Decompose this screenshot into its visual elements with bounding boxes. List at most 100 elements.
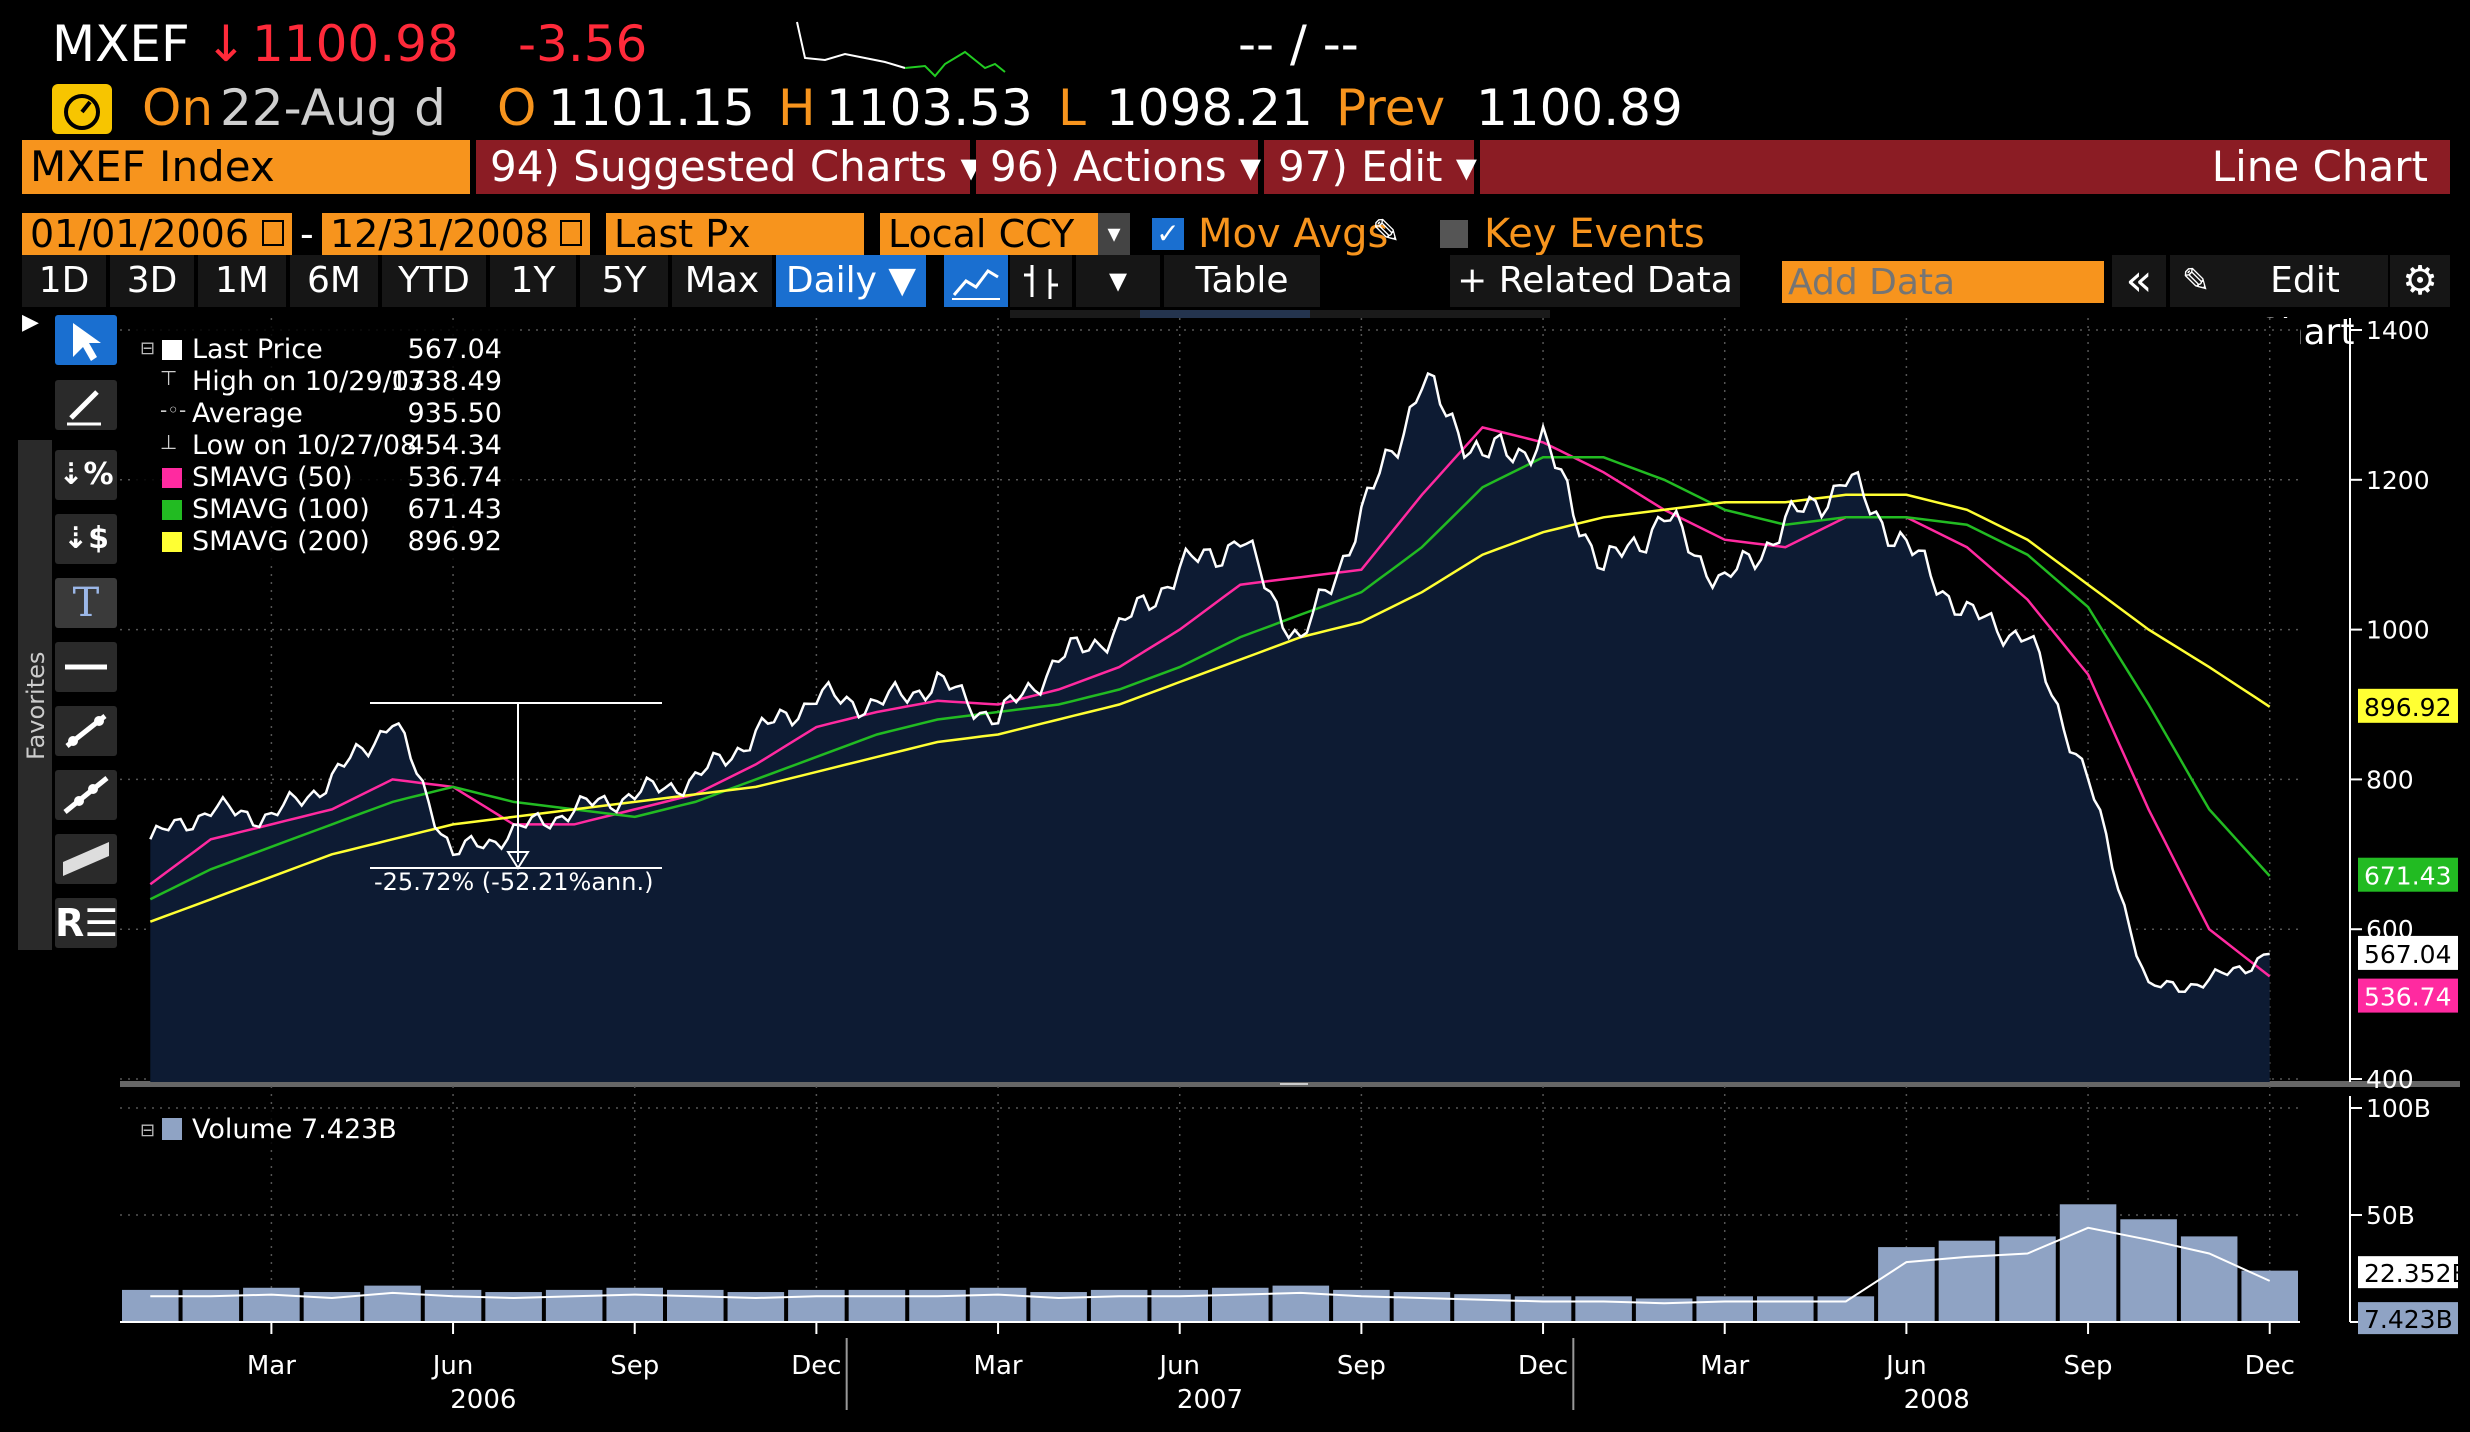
percent-change-tool-icon[interactable]: ⇣% bbox=[55, 450, 117, 500]
security-field[interactable]: MXEF Index bbox=[22, 140, 470, 194]
channel-icon[interactable] bbox=[55, 834, 117, 884]
actions-menu[interactable]: 96) Actions ▾ bbox=[976, 140, 1261, 194]
calendar-icon[interactable] bbox=[560, 220, 582, 246]
y-tick-label: 100B bbox=[2366, 1094, 2431, 1123]
start-date-field[interactable]: 01/01/2006 bbox=[22, 213, 292, 255]
high-value: 1103.53 bbox=[826, 79, 1033, 137]
gear-icon[interactable]: ⚙ bbox=[2390, 255, 2450, 307]
x-tick-label: Dec bbox=[791, 1351, 841, 1381]
legend-swatch bbox=[162, 340, 182, 360]
price-tag-label: 896.92 bbox=[2364, 693, 2451, 722]
price-tag-label: 567.04 bbox=[2364, 940, 2451, 969]
line-chart-icon[interactable] bbox=[944, 255, 1008, 307]
edit-menu[interactable]: 97) Edit ▾ bbox=[1264, 140, 1477, 194]
text-tool-icon[interactable]: T bbox=[55, 578, 117, 628]
mov-avgs-checkbox[interactable]: ✓ bbox=[1152, 218, 1184, 250]
volume-bar bbox=[1999, 1236, 2056, 1322]
y-tick-label: 50B bbox=[2366, 1201, 2415, 1230]
draw-pen-icon[interactable] bbox=[55, 380, 117, 430]
alert-icon[interactable] bbox=[52, 84, 112, 134]
on-label: On bbox=[142, 79, 214, 137]
price-tag bbox=[2358, 978, 2458, 1013]
date-dash: - bbox=[300, 212, 314, 256]
frequency-selector[interactable]: Daily ▼ bbox=[776, 255, 926, 307]
price-change-tool-icon[interactable]: ⇣$ bbox=[55, 514, 117, 564]
legend-label: Last Price bbox=[192, 334, 323, 365]
chart-type-title: Line Chart bbox=[1480, 140, 2450, 194]
field-selector[interactable]: Last Px bbox=[606, 213, 864, 255]
horizontal-line-icon[interactable] bbox=[55, 642, 117, 692]
pencil-icon[interactable]: ✎ bbox=[1372, 212, 1401, 252]
legend-label: SMAVG (200) bbox=[192, 526, 370, 557]
volume-legend: ⊟ Volume 7.423B bbox=[130, 1110, 397, 1150]
range-3d[interactable]: 3D bbox=[110, 255, 194, 307]
legend-value: 935.50 bbox=[407, 398, 502, 429]
collapse-legend-icon[interactable]: ⊟ bbox=[140, 338, 156, 359]
down-arrow-icon: ↓ bbox=[205, 15, 247, 73]
bid-ask: -- / -- bbox=[1238, 15, 1359, 73]
trend-line-icon[interactable] bbox=[55, 706, 117, 756]
x-tick-label: Jun bbox=[431, 1351, 474, 1381]
currency-selector[interactable]: Local CCY bbox=[880, 213, 1130, 255]
volume-swatch bbox=[162, 1118, 182, 1140]
range-max[interactable]: Max bbox=[672, 255, 772, 307]
volume-bar bbox=[1272, 1285, 1330, 1322]
range-1d[interactable]: 1D bbox=[22, 255, 106, 307]
legend-label: Low on 10/27/08 bbox=[192, 430, 418, 461]
volume-bar bbox=[243, 1287, 300, 1322]
table-button[interactable]: Table bbox=[1164, 255, 1320, 307]
last-price: 1100.98 bbox=[252, 15, 459, 73]
net-change: -3.56 bbox=[518, 15, 648, 73]
collapse-icon[interactable]: « bbox=[2112, 255, 2166, 307]
price-area bbox=[150, 373, 2270, 1082]
year-label: 2006 bbox=[450, 1385, 516, 1415]
x-tick-label: Dec bbox=[2245, 1351, 2295, 1381]
legend-swatch bbox=[162, 468, 182, 488]
volume-bar bbox=[122, 1289, 179, 1322]
range-ytd[interactable]: YTD bbox=[382, 255, 486, 307]
volume-average-line bbox=[150, 1226, 2271, 1305]
ray-line-icon[interactable] bbox=[55, 770, 117, 820]
favorites-tab[interactable]: Favorites bbox=[18, 440, 52, 950]
bar-chart-icon[interactable] bbox=[1010, 255, 1072, 307]
volume-bar bbox=[667, 1289, 724, 1322]
volume-bar bbox=[364, 1285, 421, 1322]
range-1m[interactable]: 1M bbox=[198, 255, 286, 307]
series-line-smavg-100- bbox=[149, 456, 2271, 901]
volume-bar bbox=[1090, 1289, 1148, 1322]
calendar-icon[interactable] bbox=[262, 220, 284, 246]
y-tick-label: 1400 bbox=[2366, 316, 2430, 345]
low-label: L bbox=[1058, 79, 1086, 137]
volume-bar bbox=[1878, 1247, 1935, 1322]
price-tag bbox=[2358, 688, 2458, 723]
expand-arrow-icon[interactable]: ▶ bbox=[22, 310, 39, 335]
chevron-down-icon[interactable]: ▾ bbox=[1098, 213, 1130, 255]
volume-bar bbox=[1757, 1296, 1814, 1322]
volume-bar bbox=[788, 1289, 845, 1322]
x-tick-label: Sep bbox=[610, 1351, 659, 1381]
volume-bar bbox=[2120, 1219, 2177, 1322]
y-tick-label: 800 bbox=[2366, 765, 2414, 794]
key-events-label[interactable]: Key Events bbox=[1484, 211, 1705, 257]
regression-tool-icon[interactable]: R☰ bbox=[55, 898, 118, 948]
price-tag bbox=[2358, 935, 2458, 970]
volume-bar bbox=[545, 1289, 603, 1322]
chart-style-dropdown[interactable]: ▾ bbox=[1076, 255, 1160, 307]
range-5y[interactable]: 5Y bbox=[580, 255, 668, 307]
add-data-input[interactable] bbox=[1782, 261, 2104, 303]
year-label: 2007 bbox=[1177, 1385, 1243, 1415]
collapse-legend-icon[interactable]: ⊟ bbox=[140, 1120, 156, 1141]
open-label: O bbox=[497, 79, 537, 137]
mov-avgs-label[interactable]: Mov Avgs bbox=[1198, 211, 1389, 257]
end-date-field[interactable]: 12/31/2008 bbox=[322, 213, 590, 255]
legend-value: 896.92 bbox=[407, 526, 502, 557]
x-tick-label: Mar bbox=[1700, 1351, 1749, 1381]
suggested-charts-menu[interactable]: 94) Suggested Charts ▾ bbox=[476, 140, 982, 194]
cursor-icon[interactable] bbox=[55, 315, 117, 365]
range-1y[interactable]: 1Y bbox=[490, 255, 576, 307]
legend-value: 567.04 bbox=[407, 334, 502, 365]
pencil-icon[interactable]: ✎ bbox=[2170, 255, 2222, 307]
range-6m[interactable]: 6M bbox=[290, 255, 378, 307]
key-events-checkbox[interactable] bbox=[1440, 220, 1468, 248]
